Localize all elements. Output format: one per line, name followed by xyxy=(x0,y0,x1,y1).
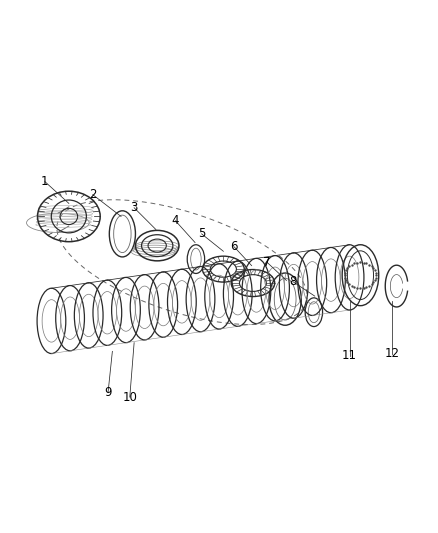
Text: 9: 9 xyxy=(104,386,112,399)
Text: 1: 1 xyxy=(41,175,49,188)
Text: 5: 5 xyxy=(198,228,205,240)
Text: 8: 8 xyxy=(290,275,297,288)
Text: 4: 4 xyxy=(172,214,179,227)
Text: 10: 10 xyxy=(122,391,137,403)
Text: 7: 7 xyxy=(263,256,271,269)
Text: 6: 6 xyxy=(230,240,238,253)
Text: 2: 2 xyxy=(89,188,96,201)
Text: 11: 11 xyxy=(342,349,357,362)
Text: 3: 3 xyxy=(131,201,138,214)
Text: 12: 12 xyxy=(385,347,400,360)
